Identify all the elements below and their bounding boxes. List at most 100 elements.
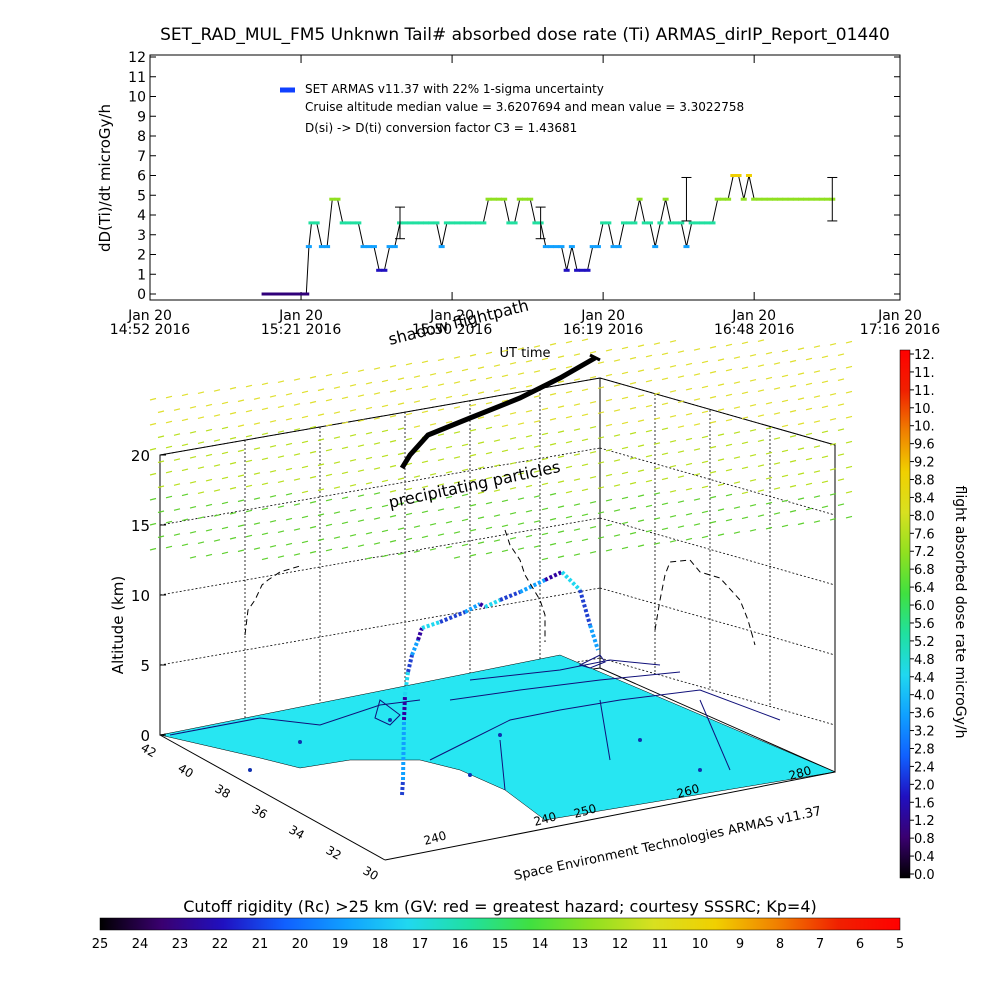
dose-rate-point: [568, 245, 575, 249]
particle-mark: [621, 496, 629, 500]
particle-mark: [765, 426, 773, 430]
dose-rate-point: [542, 245, 549, 249]
dose-colorbar-tick-label: 5.2: [914, 635, 935, 650]
dose-rate-point: [641, 221, 648, 225]
particle-mark: [845, 390, 853, 394]
particle-mark: [645, 479, 653, 483]
dose-rate-point: [506, 221, 513, 225]
dose-rate-point: [693, 221, 700, 225]
state-line: [449, 671, 681, 701]
particle-mark: [157, 460, 165, 464]
rigidity-colorbar-tick-label: 25: [92, 937, 109, 952]
particle-mark: [309, 450, 317, 454]
dose-rate-point: [485, 197, 492, 201]
particle-mark: [805, 407, 813, 411]
rigidity-colorbar-tick-label: 24: [132, 937, 149, 952]
particle-mark: [685, 537, 693, 541]
particle-mark: [509, 412, 517, 415]
dose-rate-point: [563, 268, 570, 272]
dose-colorbar-tick-label: 8.4: [914, 491, 935, 506]
particle-mark: [157, 410, 165, 414]
particle-mark: [541, 557, 549, 561]
dose-rate-point: [798, 197, 805, 201]
dose-rate-series: [261, 174, 836, 296]
particle-mark: [677, 350, 685, 353]
dose-rate-point: [699, 221, 706, 225]
particle-mark: [653, 442, 661, 445]
particle-mark: [173, 533, 181, 536]
y-tick-label: 12: [128, 50, 146, 66]
particle-mark: [437, 458, 445, 461]
state-line: [169, 699, 421, 736]
particle-mark: [669, 365, 677, 368]
particle-mark: [365, 406, 373, 410]
particle-mark: [405, 362, 413, 366]
dose-rate-point: [772, 197, 778, 201]
rigidity-colorbar-tick-label: 10: [692, 937, 709, 952]
state-line: [469, 659, 661, 681]
particle-mark: [413, 375, 421, 378]
particle-mark: [413, 400, 421, 403]
particle-mark: [373, 517, 381, 520]
particle-mark: [509, 387, 517, 390]
flightpath-segment: [403, 671, 410, 696]
particle-mark: [717, 433, 725, 437]
particle-mark: [613, 384, 621, 387]
particle-mark: [725, 343, 733, 347]
particle-mark: [277, 530, 285, 533]
particle-mark: [661, 527, 669, 531]
dose-colorbar-tick-label: 9.6: [914, 438, 935, 453]
particle-mark: [421, 410, 429, 414]
particle-mark: [245, 384, 253, 388]
particle-mark: [597, 411, 605, 414]
particle-mark: [285, 392, 293, 396]
particle-mark: [749, 454, 757, 457]
particle-mark: [421, 485, 429, 489]
particle-mark: [701, 360, 709, 364]
particle-mark: [205, 453, 213, 457]
particle-mark: [661, 427, 669, 431]
particle-mark: [269, 520, 277, 523]
particle-mark: [157, 435, 165, 439]
particle-mark: [229, 411, 237, 415]
particle-mark: [709, 395, 717, 399]
particle-mark: [709, 445, 717, 449]
dose-rate-point: [407, 221, 414, 225]
particle-mark: [597, 511, 605, 514]
particle-mark: [565, 415, 573, 419]
particle-mark: [261, 382, 269, 386]
dose-rate-point: [423, 221, 430, 225]
particle-mark: [541, 407, 549, 411]
map-feature: [698, 768, 702, 772]
particle-mark: [221, 551, 229, 555]
particle-mark: [189, 556, 197, 559]
particle-mark: [469, 353, 477, 357]
particle-mark: [509, 487, 517, 490]
particle-mark: [805, 482, 813, 486]
particle-mark: [333, 486, 341, 489]
particle-mark: [621, 471, 629, 475]
particle-mark: [485, 426, 493, 430]
particle-mark: [381, 404, 389, 408]
particle-mark: [253, 397, 261, 400]
particle-mark: [293, 378, 301, 381]
particle-mark: [797, 422, 805, 426]
particle-mark: [733, 381, 741, 384]
flightpath-segment: [544, 570, 563, 582]
particle-mark: [565, 540, 573, 544]
dose-rate-point: [449, 221, 456, 225]
flightpath-segment: [421, 620, 441, 630]
particle-mark: [149, 547, 157, 551]
particle-mark: [573, 503, 581, 506]
particle-mark: [253, 547, 261, 550]
particle-mark: [413, 525, 421, 528]
particle-mark: [213, 439, 221, 442]
flightpath-segment: [478, 602, 487, 609]
particle-mark: [517, 547, 525, 550]
dose-rate-point: [589, 245, 596, 249]
particle-mark: [429, 473, 437, 476]
particle-mark: [493, 514, 501, 517]
particle-mark: [525, 434, 533, 438]
dose-rate-point: [360, 245, 367, 249]
lat-tick-label: 36: [250, 802, 270, 822]
